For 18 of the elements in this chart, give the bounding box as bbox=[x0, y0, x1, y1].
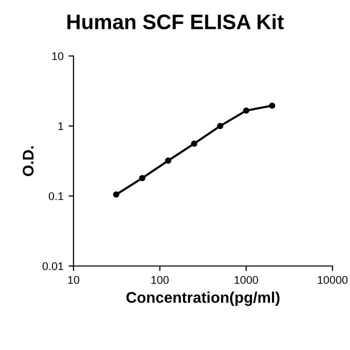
x-tick-label: 10000 bbox=[318, 276, 348, 284]
y-tick-label: 0.01 bbox=[42, 262, 64, 270]
y-tick-label: 0.1 bbox=[48, 192, 64, 200]
point bbox=[113, 191, 120, 198]
point bbox=[139, 175, 146, 182]
y-tick-label: 1 bbox=[58, 122, 64, 130]
x-axis-title: Concentration(pg/ml) bbox=[126, 292, 280, 306]
point bbox=[269, 102, 276, 109]
point bbox=[191, 140, 198, 147]
x-tick-label: 100 bbox=[151, 276, 169, 284]
point bbox=[243, 107, 250, 114]
y-tick-label: 10 bbox=[52, 52, 64, 60]
chart-title: Human SCF ELISA Kit bbox=[67, 14, 284, 30]
x-tick-label: 10 bbox=[68, 276, 80, 284]
x-tick-label: 1000 bbox=[234, 276, 258, 284]
point bbox=[217, 122, 224, 130]
y-axis-title: O.D. bbox=[22, 146, 34, 176]
point bbox=[165, 158, 172, 164]
